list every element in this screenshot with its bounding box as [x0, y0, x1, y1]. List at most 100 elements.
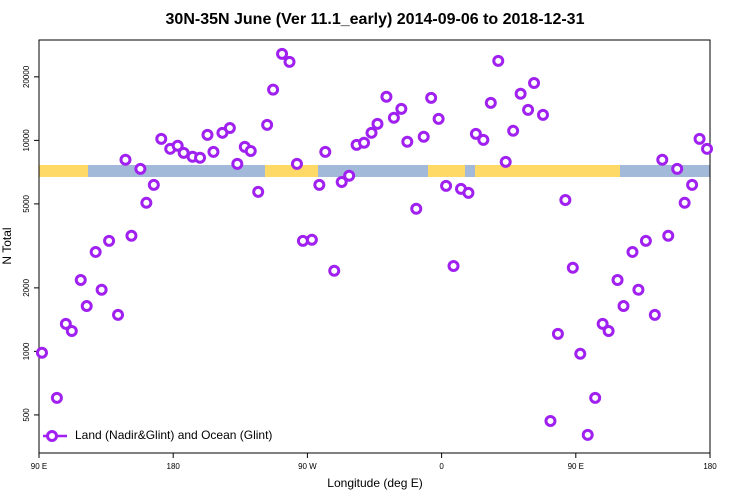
data-point — [201, 128, 214, 141]
data-point — [50, 391, 63, 404]
data-point — [305, 233, 318, 246]
data-point — [387, 111, 400, 124]
legend: Land (Nadir&Glint) and Ocean (Glint) — [43, 428, 272, 442]
data-point — [492, 54, 505, 67]
data-point — [89, 245, 102, 258]
data-point — [65, 324, 78, 337]
y-tick-label: 20000 — [22, 65, 31, 88]
strip-land — [620, 165, 710, 177]
data-point — [544, 414, 557, 427]
data-point — [125, 229, 138, 242]
data-point — [484, 96, 497, 109]
y-axis-title: N Total — [0, 227, 14, 264]
data-point — [80, 300, 93, 313]
data-point — [447, 259, 460, 272]
data-point — [335, 175, 348, 188]
data-point — [194, 151, 207, 164]
data-point — [119, 153, 132, 166]
data-point — [536, 108, 549, 121]
data-point — [566, 261, 579, 274]
data-point — [462, 186, 475, 199]
x-tick-label: 180 — [167, 462, 181, 471]
data-point — [602, 324, 615, 337]
data-point — [440, 179, 453, 192]
data-point — [380, 90, 393, 103]
data-point — [59, 317, 72, 330]
data-point — [693, 132, 706, 145]
data-point — [701, 142, 714, 155]
data-point — [469, 127, 482, 140]
strip-land — [318, 165, 428, 177]
y-tick-label: 1000 — [22, 342, 31, 360]
strip-ocean — [475, 165, 620, 177]
data-point — [319, 145, 332, 158]
plot-frame — [38, 39, 711, 454]
surface-strip — [39, 165, 710, 177]
data-point — [678, 196, 691, 209]
data-point — [499, 155, 512, 168]
data-point — [155, 132, 168, 145]
y-tick-label: 500 — [22, 408, 31, 422]
data-point — [140, 196, 153, 209]
x-tick-label: 180 — [703, 462, 717, 471]
strip-ocean — [428, 165, 465, 177]
x-tick-label: 0 — [439, 462, 444, 471]
y-tick-label: 2000 — [22, 278, 31, 296]
data-point — [283, 55, 296, 68]
data-point — [223, 121, 236, 134]
strip-ocean — [39, 165, 88, 177]
data-point — [358, 136, 371, 149]
legend-marker — [46, 430, 58, 442]
data-point — [632, 283, 645, 296]
data-point — [626, 245, 639, 258]
data-point — [581, 428, 594, 441]
data-point — [401, 135, 414, 148]
data-point — [522, 103, 535, 116]
data-point — [328, 264, 341, 277]
data-point — [574, 347, 587, 360]
strip-ocean — [265, 165, 318, 177]
x-tick-label: 90 E — [31, 462, 47, 471]
data-point — [477, 133, 490, 146]
data-point — [112, 308, 125, 321]
data-point — [432, 112, 445, 125]
data-point — [648, 308, 661, 321]
data-point — [395, 102, 408, 115]
strip-land — [465, 165, 475, 177]
x-tick-label: 90 W — [298, 462, 317, 471]
data-point — [103, 234, 116, 247]
data-point — [639, 234, 652, 247]
data-point — [611, 273, 624, 286]
data-point — [589, 391, 602, 404]
data-point — [313, 178, 326, 191]
data-point — [244, 144, 257, 157]
data-point — [596, 317, 609, 330]
data-point — [74, 273, 87, 286]
data-point — [425, 91, 438, 104]
data-point — [686, 178, 699, 191]
data-point — [147, 178, 160, 191]
data-point — [417, 130, 430, 143]
data-point — [95, 283, 108, 296]
data-point — [290, 157, 303, 170]
data-point — [207, 145, 220, 158]
data-point — [252, 185, 265, 198]
data-point — [671, 162, 684, 175]
y-tick-label: 5000 — [22, 194, 31, 212]
data-point — [134, 162, 147, 175]
data-point — [276, 47, 289, 60]
x-tick-label: 90 E — [568, 462, 584, 471]
data-point — [617, 300, 630, 313]
data-point — [343, 169, 356, 182]
data-point — [410, 202, 423, 215]
data-point — [267, 83, 280, 96]
data-point — [551, 327, 564, 340]
data-point — [507, 124, 520, 137]
data-point — [514, 87, 527, 100]
data-point — [365, 126, 378, 139]
data-point — [559, 193, 572, 206]
legend-label: Land (Nadir&Glint) and Ocean (Glint) — [75, 428, 272, 442]
data-point — [371, 117, 384, 130]
data-point — [528, 77, 541, 90]
